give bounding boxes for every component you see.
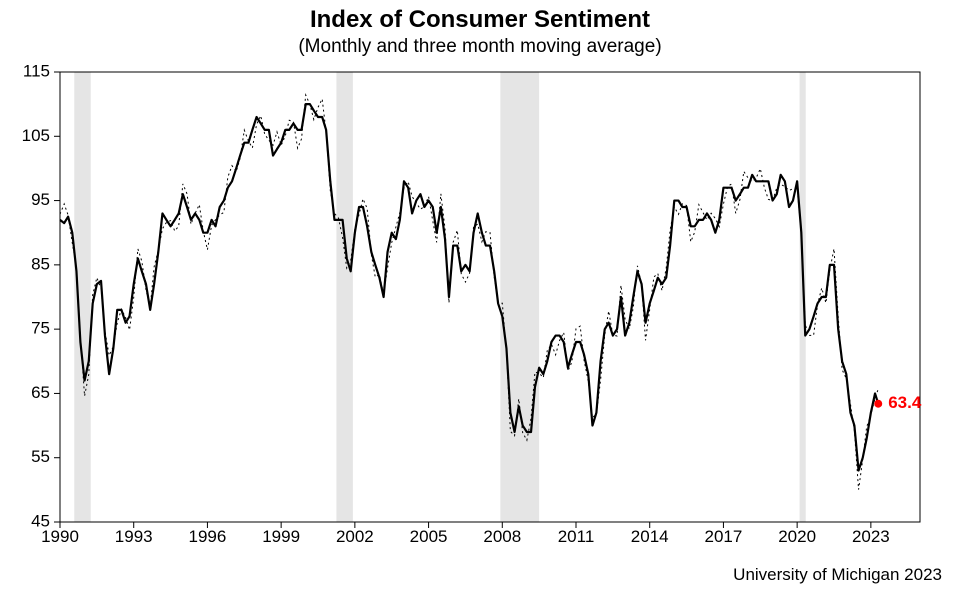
xtick-label: 1999 <box>262 527 300 546</box>
ytick-label: 105 <box>22 126 50 145</box>
xtick-label: 2011 <box>558 527 595 546</box>
chart-svg: 4555657585951051151990199319961999200220… <box>0 0 960 593</box>
xtick-label: 2017 <box>705 527 743 546</box>
xtick-label: 2023 <box>852 527 890 546</box>
xtick-label: 2005 <box>410 527 448 546</box>
recession-band <box>336 72 352 522</box>
xtick-label: 1990 <box>41 527 79 546</box>
xtick-label: 2008 <box>483 527 521 546</box>
ytick-label: 65 <box>31 383 50 402</box>
chart-source: University of Michigan 2023 <box>733 565 942 585</box>
ytick-label: 75 <box>31 319 50 338</box>
series-monthly <box>60 95 878 490</box>
xtick-label: 2002 <box>336 527 374 546</box>
plot-border <box>60 72 920 522</box>
recession-band <box>74 72 90 522</box>
xtick-label: 1996 <box>189 527 227 546</box>
ytick-label: 115 <box>23 61 50 80</box>
recession-band <box>500 72 539 522</box>
ytick-label: 95 <box>31 190 50 209</box>
ytick-label: 55 <box>31 447 50 466</box>
ytick-label: 85 <box>31 254 50 273</box>
callout-marker <box>874 400 882 408</box>
xtick-label: 1993 <box>115 527 153 546</box>
callout-value: 63.4 <box>888 393 922 412</box>
series-ma3 <box>60 104 878 470</box>
xtick-label: 2020 <box>778 527 816 546</box>
chart-container: Index of Consumer Sentiment (Monthly and… <box>0 0 960 593</box>
xtick-label: 2014 <box>631 527 669 546</box>
